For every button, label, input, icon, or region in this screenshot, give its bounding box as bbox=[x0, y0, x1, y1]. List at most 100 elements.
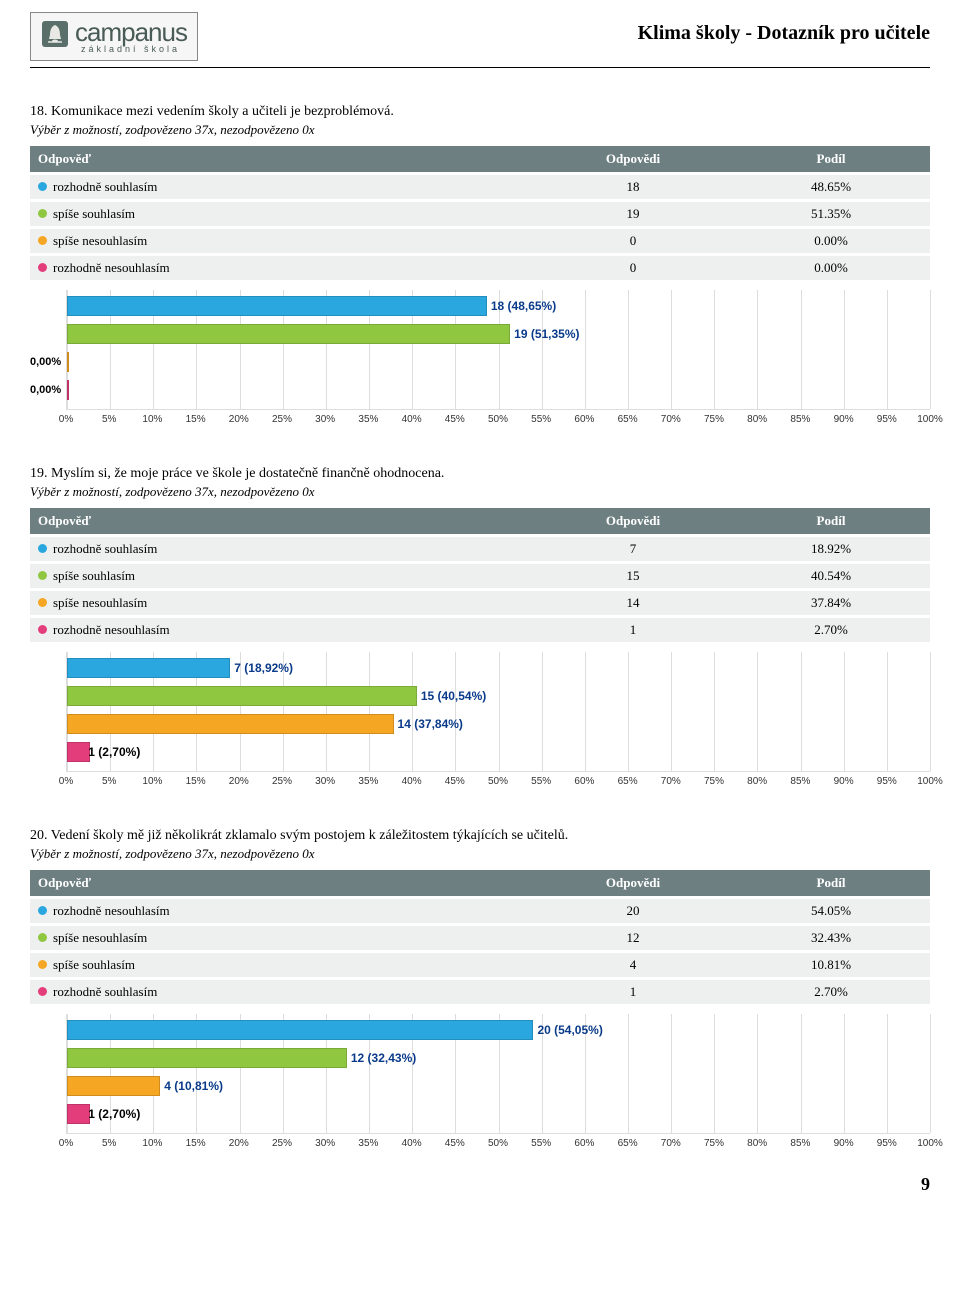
answer-label-cell: spíše souhlasím bbox=[30, 201, 534, 228]
table-row: rozhodně souhlasím718.92% bbox=[30, 536, 930, 563]
table-header: Odpověď bbox=[30, 870, 534, 898]
x-axis-tick: 35% bbox=[358, 414, 378, 425]
table-header: Odpověď bbox=[30, 508, 534, 536]
answer-share-cell: 0.00% bbox=[732, 255, 930, 281]
answer-count-cell: 14 bbox=[534, 590, 732, 617]
x-axis-tick: 0% bbox=[59, 1138, 73, 1149]
bar-value-label: 4 (10,81%) bbox=[164, 1079, 223, 1093]
answer-label-cell: spíše nesouhlasím bbox=[30, 590, 534, 617]
bar-row: 14 (37,84%) bbox=[67, 714, 930, 734]
page-header: campanus základní škola Klima školy - Do… bbox=[0, 0, 960, 61]
x-axis-tick: 45% bbox=[445, 776, 465, 787]
x-axis-tick: 25% bbox=[272, 1138, 292, 1149]
bell-icon bbox=[41, 20, 69, 53]
answer-share-cell: 54.05% bbox=[732, 898, 930, 925]
table-header: Odpovědi bbox=[534, 508, 732, 536]
table-header: Odpověď bbox=[30, 146, 534, 174]
x-axis-tick: 80% bbox=[747, 1138, 767, 1149]
bar bbox=[67, 352, 69, 372]
x-axis-tick: 25% bbox=[272, 776, 292, 787]
x-axis-tick: 100% bbox=[917, 776, 943, 787]
chart-x-axis: 0%5%10%15%20%25%30%35%40%45%50%55%60%65%… bbox=[66, 774, 930, 792]
x-axis-tick: 0% bbox=[59, 776, 73, 787]
x-axis-tick: 10% bbox=[142, 776, 162, 787]
x-axis-tick: 5% bbox=[102, 776, 116, 787]
chart-gridline bbox=[930, 1014, 931, 1133]
x-axis-tick: 65% bbox=[618, 776, 638, 787]
x-axis-tick: 5% bbox=[102, 1138, 116, 1149]
bar-zero-label: 0,00% bbox=[30, 356, 61, 368]
table-row: spíše souhlasím410.81% bbox=[30, 952, 930, 979]
bar bbox=[67, 380, 69, 400]
table-header: Podíl bbox=[732, 508, 930, 536]
x-axis-tick: 30% bbox=[315, 1138, 335, 1149]
page-number: 9 bbox=[0, 1154, 960, 1215]
answer-count-cell: 18 bbox=[534, 174, 732, 201]
answer-label-cell: rozhodně souhlasím bbox=[30, 979, 534, 1005]
x-axis-tick: 95% bbox=[877, 414, 897, 425]
legend-dot-icon bbox=[38, 182, 47, 191]
bar-value-label: 20 (54,05%) bbox=[537, 1023, 602, 1037]
table-row: rozhodně nesouhlasím00.00% bbox=[30, 255, 930, 281]
x-axis-tick: 20% bbox=[229, 776, 249, 787]
question-block: 18. Komunikace mezi vedením školy a učit… bbox=[30, 104, 930, 430]
x-axis-tick: 30% bbox=[315, 414, 335, 425]
x-axis-tick: 60% bbox=[574, 776, 594, 787]
bar-row bbox=[67, 380, 69, 400]
bar-value-label: 19 (51,35%) bbox=[514, 327, 579, 341]
x-axis-tick: 45% bbox=[445, 1138, 465, 1149]
x-axis-tick: 85% bbox=[790, 414, 810, 425]
x-axis-tick: 15% bbox=[186, 1138, 206, 1149]
x-axis-tick: 50% bbox=[488, 776, 508, 787]
table-row: rozhodně souhlasím1848.65% bbox=[30, 174, 930, 201]
x-axis-tick: 5% bbox=[102, 414, 116, 425]
question-title: 20. Vedení školy mě již několikrát zklam… bbox=[30, 828, 930, 844]
x-axis-tick: 65% bbox=[618, 1138, 638, 1149]
bar-value-label: 1 (2,70%) bbox=[88, 1107, 140, 1121]
legend-dot-icon bbox=[38, 960, 47, 969]
question-block: 20. Vedení školy mě již několikrát zklam… bbox=[30, 828, 930, 1154]
x-axis-tick: 55% bbox=[531, 1138, 551, 1149]
x-axis-tick: 25% bbox=[272, 414, 292, 425]
answer-share-cell: 10.81% bbox=[732, 952, 930, 979]
table-row: spíše nesouhlasím00.00% bbox=[30, 228, 930, 255]
legend-dot-icon bbox=[38, 906, 47, 915]
logo: campanus základní škola bbox=[30, 12, 198, 61]
bar-value-label: 1 (2,70%) bbox=[88, 745, 140, 759]
bar-row: 20 (54,05%) bbox=[67, 1020, 930, 1040]
x-axis-tick: 35% bbox=[358, 776, 378, 787]
answer-share-cell: 32.43% bbox=[732, 925, 930, 952]
answer-count-cell: 1 bbox=[534, 617, 732, 643]
answer-count-cell: 12 bbox=[534, 925, 732, 952]
answer-label-cell: rozhodně souhlasím bbox=[30, 174, 534, 201]
x-axis-tick: 20% bbox=[229, 414, 249, 425]
bar bbox=[67, 1076, 160, 1096]
answer-count-cell: 20 bbox=[534, 898, 732, 925]
x-axis-tick: 100% bbox=[917, 1138, 943, 1149]
answer-label-cell: spíše souhlasím bbox=[30, 952, 534, 979]
document-title: Klima školy - Dotazník pro učitele bbox=[638, 12, 930, 45]
x-axis-tick: 20% bbox=[229, 1138, 249, 1149]
chart-x-axis: 0%5%10%15%20%25%30%35%40%45%50%55%60%65%… bbox=[66, 412, 930, 430]
x-axis-tick: 60% bbox=[574, 1138, 594, 1149]
bar bbox=[67, 296, 487, 316]
logo-main: campanus bbox=[75, 19, 187, 45]
legend-dot-icon bbox=[38, 933, 47, 942]
bar-value-label: 15 (40,54%) bbox=[421, 689, 486, 703]
bar-row: 12 (32,43%) bbox=[67, 1048, 930, 1068]
bar-value-label: 14 (37,84%) bbox=[398, 717, 463, 731]
answer-share-cell: 37.84% bbox=[732, 590, 930, 617]
answer-share-cell: 2.70% bbox=[732, 617, 930, 643]
x-axis-tick: 90% bbox=[834, 776, 854, 787]
x-axis-tick: 70% bbox=[661, 414, 681, 425]
answer-share-cell: 0.00% bbox=[732, 228, 930, 255]
answer-count-cell: 4 bbox=[534, 952, 732, 979]
answer-label-cell: spíše nesouhlasím bbox=[30, 228, 534, 255]
x-axis-tick: 75% bbox=[704, 1138, 724, 1149]
answer-share-cell: 48.65% bbox=[732, 174, 930, 201]
table-header: Podíl bbox=[732, 146, 930, 174]
header-divider bbox=[30, 67, 930, 68]
chart-gridline bbox=[930, 290, 931, 409]
bar bbox=[67, 1104, 90, 1124]
x-axis-tick: 80% bbox=[747, 776, 767, 787]
